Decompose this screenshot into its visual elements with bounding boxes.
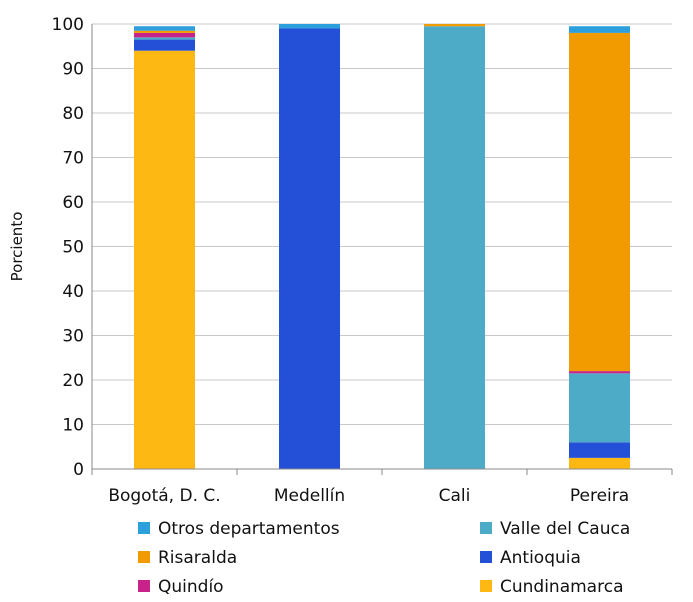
x-tick-labels: Bogotá, D. C. Medellín Cali Pereira bbox=[108, 486, 629, 506]
bar-segment-antioquia bbox=[569, 442, 630, 458]
y-tick-label: 60 bbox=[62, 193, 84, 213]
bar-segment-risaralda bbox=[569, 32, 630, 372]
bar-segment-risaralda bbox=[424, 24, 485, 27]
legend-swatch bbox=[480, 522, 492, 534]
bar-segment-otros-departamentos bbox=[134, 26, 195, 31]
legend-swatch bbox=[480, 551, 492, 563]
y-tick-label: 0 bbox=[73, 460, 84, 480]
x-tick-label: Bogotá, D. C. bbox=[108, 486, 220, 506]
legend-label: Antioquia bbox=[500, 548, 581, 568]
legend-label: Otros departamentos bbox=[158, 519, 340, 539]
bar-segment-risaralda bbox=[134, 30, 195, 33]
bar-segment-antioquia bbox=[134, 39, 195, 51]
axes bbox=[91, 24, 673, 475]
legend-label: Valle del Cauca bbox=[500, 519, 630, 539]
bar-segment-cundinamarca bbox=[134, 50, 195, 469]
legend-swatch bbox=[138, 580, 150, 592]
bar-segment-quindio bbox=[134, 32, 195, 38]
legend: Otros departamentos Valle del Cauca Risara… bbox=[138, 519, 630, 597]
y-tick-label: 80 bbox=[62, 104, 84, 124]
bar-segment-antioquia bbox=[279, 28, 340, 469]
y-tick-labels: 0 10 20 30 40 50 60 70 80 90 100 bbox=[52, 15, 84, 480]
y-tick-label: 20 bbox=[62, 371, 84, 391]
x-tick-label: Cali bbox=[439, 486, 471, 506]
bar-segment-valle-del-cauca bbox=[569, 373, 630, 443]
y-axis-title: Porciento bbox=[8, 212, 26, 282]
legend-item-cundinamarca: Cundinamarca bbox=[480, 577, 623, 597]
legend-swatch bbox=[138, 551, 150, 563]
bar-segment-quindio bbox=[569, 371, 630, 374]
x-tick-label: Pereira bbox=[570, 486, 629, 506]
legend-label: Cundinamarca bbox=[500, 577, 623, 597]
bar-segment-valle-del-cauca bbox=[424, 26, 485, 469]
bar-segment-otros-departamentos bbox=[279, 24, 340, 29]
y-tick-label: 90 bbox=[62, 60, 84, 80]
bars bbox=[134, 24, 630, 469]
legend-item-risaralda: Risaralda bbox=[138, 548, 237, 568]
y-tick-label: 100 bbox=[52, 15, 84, 35]
y-tick-label: 40 bbox=[62, 282, 84, 302]
legend-item-otros-departamentos: Otros departamentos bbox=[138, 519, 340, 539]
x-tick-label: Medellín bbox=[274, 486, 345, 506]
legend-label: Risaralda bbox=[158, 548, 237, 568]
legend-item-quindio: Quindío bbox=[138, 577, 224, 597]
legend-item-valle-del-cauca: Valle del Cauca bbox=[480, 519, 630, 539]
y-tick-label: 50 bbox=[62, 238, 84, 258]
bar-segment-cundinamarca bbox=[569, 457, 630, 469]
legend-swatch bbox=[138, 522, 150, 534]
bar-segment-valle-del-cauca bbox=[134, 37, 195, 40]
y-tick-label: 10 bbox=[62, 416, 84, 436]
legend-swatch bbox=[480, 580, 492, 592]
y-tick-label: 30 bbox=[62, 327, 84, 347]
legend-label: Quindío bbox=[158, 577, 224, 597]
y-tick-label: 70 bbox=[62, 149, 84, 169]
bar-segment-otros-departamentos bbox=[569, 26, 630, 33]
legend-item-antioquia: Antioquia bbox=[480, 548, 581, 568]
